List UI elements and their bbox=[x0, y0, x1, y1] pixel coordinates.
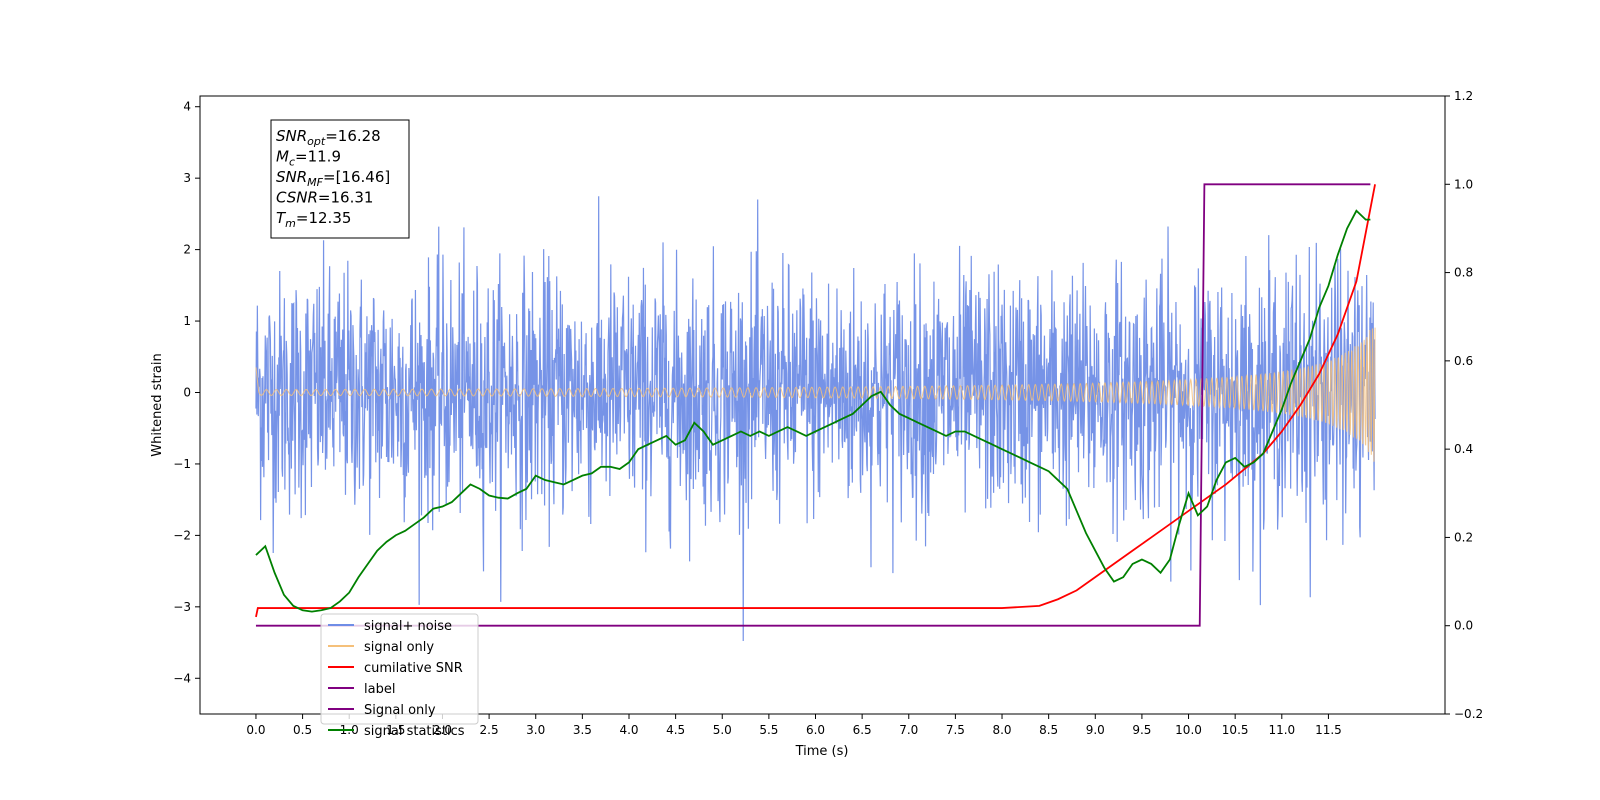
y-left-tick-label: 2 bbox=[183, 243, 191, 257]
stats-box-frame bbox=[270, 119, 410, 239]
x-tick-label: 11.5 bbox=[1315, 723, 1342, 737]
y-left-tick-label: −2 bbox=[173, 528, 191, 542]
y-right-tick-label: −0.2 bbox=[1454, 707, 1483, 721]
series-right-axis bbox=[255, 183, 1376, 627]
series-line-signal-statistics bbox=[255, 209, 1371, 613]
legend-label: Signal only bbox=[364, 703, 436, 718]
x-tick-label: 9.0 bbox=[1086, 723, 1105, 737]
x-axis-label: Time (s) bbox=[795, 744, 849, 759]
x-tick-label: 2.0 bbox=[433, 723, 452, 737]
legend-label: label bbox=[364, 682, 395, 697]
y-right-tick-label: 0.8 bbox=[1454, 266, 1473, 280]
x-tick-label: 11.0 bbox=[1268, 723, 1295, 737]
stats-row: SNRopt=16.28 bbox=[276, 127, 381, 148]
x-tick-label: 10.5 bbox=[1222, 723, 1249, 737]
stats-row: Mc=11.9 bbox=[276, 148, 341, 169]
stats-box: SNRopt=16.28Mc=11.9SNRMF=[16.46]CSNR=16.… bbox=[270, 119, 410, 239]
signal-only-line bbox=[255, 327, 1376, 462]
x-axis: 0.0 0.5 1.0 1.5 2.0 2.5 3.0 3.5 4.0 4.5 5.0 5.5 6.0 6… bbox=[246, 714, 1342, 737]
series-signal-only bbox=[255, 327, 1376, 462]
legend-label: cumilative SNR bbox=[364, 661, 463, 676]
plot-area bbox=[255, 183, 1376, 641]
y-axis-label: Whitened strain bbox=[150, 353, 165, 456]
series-line-cumilative-snr bbox=[255, 184, 1376, 618]
x-tick-label: 7.5 bbox=[946, 723, 965, 737]
stats-row: Tm=12.35 bbox=[276, 209, 351, 230]
x-tick-label: 3.0 bbox=[526, 723, 545, 737]
x-tick-label: 10.0 bbox=[1175, 723, 1202, 737]
x-tick-label: 8.5 bbox=[1039, 723, 1058, 737]
x-tick-label: 7.0 bbox=[899, 723, 918, 737]
y-axis-right: −0.2 0.0 0.2 0.4 0.6 0.8 1.0 1.2 bbox=[1445, 89, 1483, 721]
series-signal-noise bbox=[255, 196, 1376, 641]
y-right-tick-label: 0.4 bbox=[1454, 442, 1473, 456]
stats-row: CSNR=16.31 bbox=[276, 189, 373, 207]
x-tick-label: 8.0 bbox=[992, 723, 1011, 737]
y-right-tick-label: 0.0 bbox=[1454, 619, 1473, 633]
y-left-tick-label: 3 bbox=[183, 171, 191, 185]
legend-label: signal only bbox=[364, 640, 434, 655]
y-right-tick-label: 0.2 bbox=[1454, 530, 1473, 544]
plot-frame bbox=[199, 95, 1446, 715]
y-left-tick-label: −4 bbox=[173, 671, 191, 685]
x-tick-label: 5.0 bbox=[713, 723, 732, 737]
legend-label: signal statistics bbox=[364, 724, 465, 739]
x-tick-label: 9.5 bbox=[1132, 723, 1151, 737]
x-tick-label: 6.0 bbox=[806, 723, 825, 737]
y-right-tick-label: 1.0 bbox=[1454, 177, 1473, 191]
y-axis-left: −4 −3 −2 −1 0 1 2 3 4 bbox=[173, 100, 200, 685]
y-left-tick-label: 4 bbox=[183, 100, 191, 114]
legend: signal+ noise signal only cumilative SNR la… bbox=[320, 613, 479, 739]
x-tick-label: 1.5 bbox=[386, 723, 405, 737]
y-left-tick-label: −3 bbox=[173, 600, 191, 614]
y-left-tick-label: −1 bbox=[173, 457, 191, 471]
x-tick-label: 0.0 bbox=[246, 723, 265, 737]
x-tick-label: 4.0 bbox=[619, 723, 638, 737]
signal-noise-line bbox=[255, 196, 1376, 641]
y-left-tick-label: 1 bbox=[183, 314, 191, 328]
legend-label: signal+ noise bbox=[364, 619, 452, 634]
y-right-tick-label: 1.2 bbox=[1454, 89, 1473, 103]
stats-row: SNRMF=[16.46] bbox=[276, 168, 390, 189]
x-tick-label: 4.5 bbox=[666, 723, 685, 737]
x-tick-label: 6.5 bbox=[853, 723, 872, 737]
x-tick-label: 0.5 bbox=[293, 723, 312, 737]
y-left-tick-label: 0 bbox=[183, 385, 191, 399]
x-tick-label: 3.5 bbox=[573, 723, 592, 737]
legend-frame bbox=[320, 613, 479, 725]
y-right-tick-label: 0.6 bbox=[1454, 354, 1473, 368]
x-tick-label: 5.5 bbox=[759, 723, 778, 737]
x-tick-label: 2.5 bbox=[480, 723, 499, 737]
series-line-label bbox=[255, 183, 1371, 627]
